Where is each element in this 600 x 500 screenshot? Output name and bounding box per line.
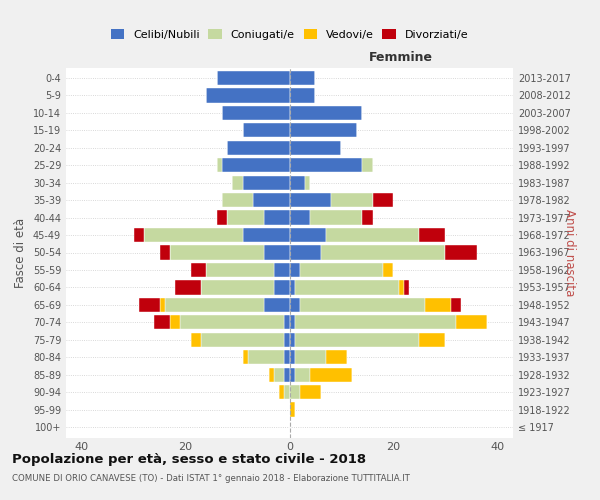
Bar xyxy=(160,298,165,312)
Bar xyxy=(373,193,394,208)
Bar xyxy=(253,193,290,208)
Bar xyxy=(170,246,263,260)
Bar xyxy=(279,385,284,400)
Bar xyxy=(206,263,274,277)
Bar xyxy=(295,368,310,382)
Bar xyxy=(248,350,284,364)
Bar xyxy=(284,385,290,400)
Bar xyxy=(290,176,305,190)
Bar xyxy=(263,246,290,260)
Y-axis label: Fasce di età: Fasce di età xyxy=(14,218,27,288)
Bar xyxy=(181,315,284,330)
Bar xyxy=(398,280,404,294)
Bar xyxy=(290,106,362,120)
Bar xyxy=(227,210,263,225)
Bar xyxy=(320,246,445,260)
Bar xyxy=(290,210,310,225)
Bar xyxy=(243,123,290,138)
Bar xyxy=(170,315,181,330)
Bar xyxy=(290,350,295,364)
Bar xyxy=(243,176,290,190)
Bar xyxy=(295,332,419,347)
Bar xyxy=(290,123,357,138)
Bar xyxy=(300,298,425,312)
Bar xyxy=(326,350,347,364)
Bar xyxy=(290,385,300,400)
Bar xyxy=(284,315,290,330)
Bar xyxy=(165,298,263,312)
Bar xyxy=(139,298,160,312)
Bar xyxy=(295,315,456,330)
Bar xyxy=(160,246,170,260)
Bar xyxy=(227,140,290,155)
Bar xyxy=(243,228,290,242)
Bar xyxy=(331,193,373,208)
Bar xyxy=(263,210,290,225)
Bar xyxy=(362,158,373,172)
Bar xyxy=(206,88,290,102)
Bar xyxy=(217,71,290,85)
Bar xyxy=(290,280,295,294)
Bar xyxy=(201,332,284,347)
Bar xyxy=(451,298,461,312)
Bar xyxy=(290,71,316,85)
Bar xyxy=(290,298,300,312)
Bar xyxy=(284,332,290,347)
Bar xyxy=(201,280,274,294)
Bar xyxy=(290,228,326,242)
Bar xyxy=(243,350,248,364)
Bar xyxy=(222,193,253,208)
Bar xyxy=(419,228,445,242)
Bar xyxy=(222,106,290,120)
Bar xyxy=(154,315,170,330)
Bar xyxy=(290,158,362,172)
Bar xyxy=(284,368,290,382)
Bar xyxy=(305,176,310,190)
Bar xyxy=(310,368,352,382)
Bar xyxy=(290,315,295,330)
Bar xyxy=(300,385,320,400)
Bar xyxy=(175,280,201,294)
Bar xyxy=(295,350,326,364)
Bar xyxy=(222,158,290,172)
Bar xyxy=(456,315,487,330)
Bar xyxy=(191,332,201,347)
Bar xyxy=(232,176,243,190)
Bar xyxy=(290,402,295,416)
Bar xyxy=(290,246,320,260)
Bar xyxy=(217,158,222,172)
Bar xyxy=(362,210,373,225)
Bar xyxy=(290,332,295,347)
Bar xyxy=(445,246,476,260)
Bar xyxy=(404,280,409,294)
Bar xyxy=(425,298,451,312)
Bar xyxy=(274,368,284,382)
Bar xyxy=(310,210,362,225)
Bar xyxy=(217,210,227,225)
Bar xyxy=(144,228,243,242)
Bar xyxy=(326,228,419,242)
Bar xyxy=(274,280,290,294)
Text: COMUNE DI ORIO CANAVESE (TO) - Dati ISTAT 1° gennaio 2018 - Elaborazione TUTTITA: COMUNE DI ORIO CANAVESE (TO) - Dati ISTA… xyxy=(12,474,410,483)
Bar xyxy=(300,263,383,277)
Legend: Celibi/Nubili, Coniugati/e, Vedovi/e, Divorziati/e: Celibi/Nubili, Coniugati/e, Vedovi/e, Di… xyxy=(106,25,473,44)
Bar xyxy=(290,368,295,382)
Bar xyxy=(295,280,398,294)
Bar xyxy=(290,263,300,277)
Bar xyxy=(191,263,206,277)
Bar xyxy=(263,298,290,312)
Y-axis label: Anni di nascita: Anni di nascita xyxy=(563,209,576,296)
Bar xyxy=(274,263,290,277)
Bar xyxy=(290,88,316,102)
Bar xyxy=(284,350,290,364)
Bar xyxy=(383,263,394,277)
Bar xyxy=(419,332,445,347)
Bar xyxy=(134,228,144,242)
Text: Popolazione per età, sesso e stato civile - 2018: Popolazione per età, sesso e stato civil… xyxy=(12,452,366,466)
Bar xyxy=(290,140,341,155)
Bar xyxy=(269,368,274,382)
Bar xyxy=(290,193,331,208)
Text: Femmine: Femmine xyxy=(369,51,433,64)
